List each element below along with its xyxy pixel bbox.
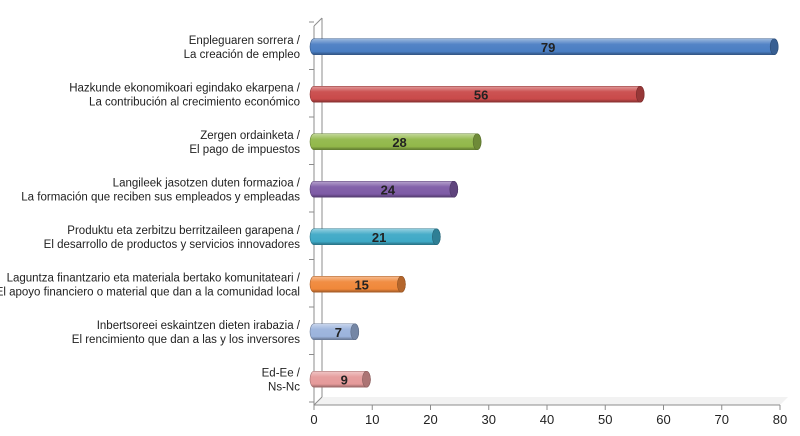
- bar-end-cap: [449, 180, 459, 198]
- category-label: Inbertsoreei eskaintzen dieten irabazia …: [72, 320, 301, 346]
- category-label: Laguntza finantzario eta materiala berta…: [0, 272, 301, 298]
- bar-value-label: 21: [372, 230, 386, 245]
- x-tick-label: 70: [715, 412, 729, 427]
- bar-value-label: 9: [341, 372, 348, 387]
- bar-end-cap: [635, 85, 645, 103]
- chart-axes: [309, 17, 788, 410]
- bar-5: 21: [309, 228, 441, 246]
- bar-7: 7: [309, 323, 360, 341]
- bar-value-label: 79: [541, 40, 555, 55]
- chart-floor: [314, 397, 788, 405]
- bar-2: 56: [309, 85, 645, 103]
- x-tick-label: 30: [482, 412, 496, 427]
- x-tick-label: 80: [773, 412, 787, 427]
- bar-end-cap: [769, 38, 779, 56]
- category-label: Zergen ordainketa / El pago de impuestos: [189, 130, 300, 156]
- bar-end-cap: [397, 275, 406, 293]
- category-label: Enpleguaren sorrera / La creación de empl…: [184, 35, 301, 61]
- floor-corner-line: [313, 396, 323, 406]
- bar-value-label: 56: [474, 87, 488, 102]
- category-label: Ed-Ee / Ns-Nc: [262, 367, 301, 393]
- top-corner-line: [313, 17, 323, 27]
- bar-6: 15: [309, 275, 406, 293]
- bar-value-label: 28: [392, 135, 406, 150]
- category-label: Produktu eta zerbitzu berritzaileen gara…: [44, 225, 301, 251]
- bar-end-cap: [362, 370, 371, 388]
- bar-end-cap: [350, 323, 360, 341]
- bar-end-cap: [432, 228, 441, 246]
- category-label: Langileek jasotzen duten formazioa / La f…: [21, 177, 301, 203]
- bar-end-cap: [472, 133, 482, 151]
- x-tick-label: 10: [365, 412, 379, 427]
- category-labels: Enpleguaren sorrera / La creación de empl…: [0, 35, 301, 394]
- x-tick-label: 20: [423, 412, 437, 427]
- bar-4: 24: [309, 180, 459, 198]
- x-tick-label: 40: [540, 412, 554, 427]
- x-tick-label: 50: [598, 412, 612, 427]
- x-tick-labels: 0 10 20 30 40 50 60 70 80: [310, 412, 787, 427]
- category-label: Hazkunde ekonomikoari egindako ekarpena …: [69, 82, 301, 108]
- bar-value-label: 15: [354, 277, 368, 292]
- bar-8: 9: [309, 370, 371, 388]
- bar-value-label: 7: [335, 325, 342, 340]
- x-tick-label: 0: [310, 412, 317, 427]
- bar-value-label: 24: [381, 182, 396, 197]
- x-tick-label: 60: [656, 412, 670, 427]
- bar-1: 79: [309, 38, 779, 56]
- bar-3: 28: [309, 133, 482, 151]
